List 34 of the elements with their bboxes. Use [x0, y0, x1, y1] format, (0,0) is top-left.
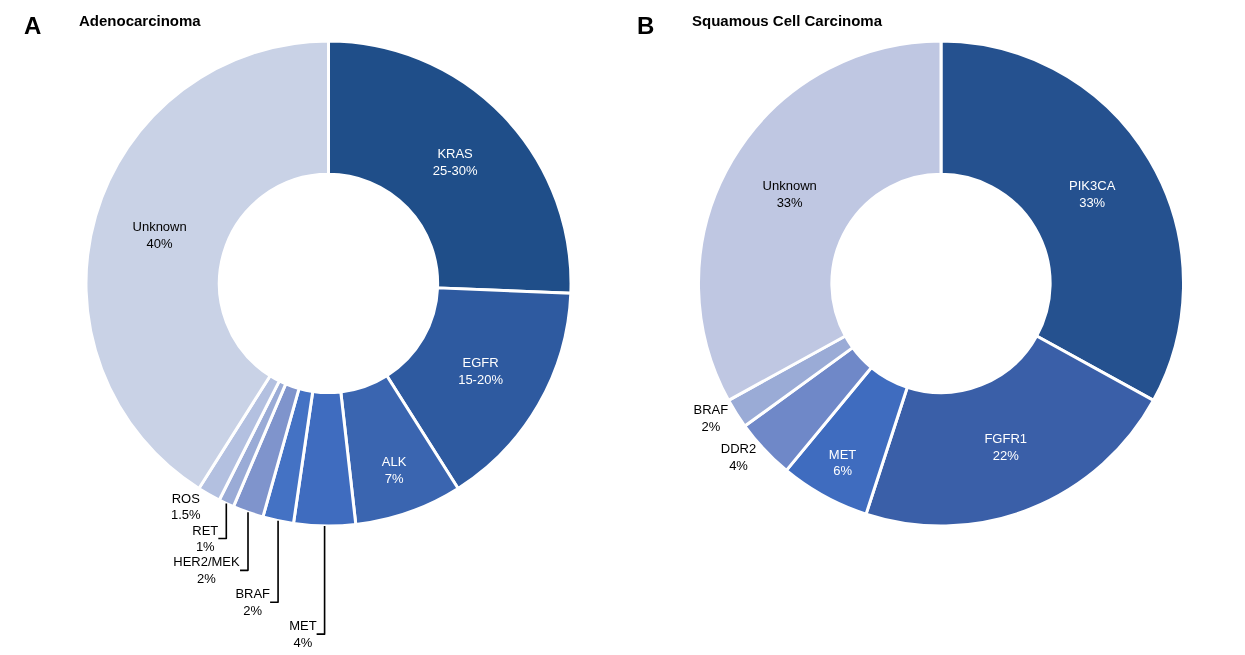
- slice-label: Unknown: [132, 218, 187, 234]
- data-label: 22%: [992, 447, 1020, 463]
- slice-label: BRAF: [235, 586, 271, 602]
- data-label: 7%: [384, 471, 404, 487]
- slice-label: RET: [192, 522, 219, 538]
- data-label: 4%: [729, 457, 749, 473]
- slice-label: Unknown: [762, 178, 817, 194]
- data-label: 40%: [146, 235, 174, 251]
- data-label: 2%: [243, 603, 263, 619]
- text: A: [24, 12, 42, 39]
- slice-label: HER2/MEK: [173, 554, 241, 570]
- text: B: [637, 12, 655, 39]
- data-label: 33%: [776, 194, 804, 210]
- chart-title: Adenocarcinoma: [79, 12, 202, 29]
- data-label: 2%: [701, 418, 721, 434]
- data-label: 6%: [833, 463, 853, 479]
- slice-label: BRAF: [693, 402, 729, 418]
- chart-title: Squamous Cell Carcinoma: [692, 12, 883, 29]
- slice-label: ALK: [381, 454, 407, 470]
- data-label: 15-20%: [458, 372, 504, 388]
- data-label: 1.5%: [170, 507, 201, 523]
- data-label: 1%: [195, 539, 216, 555]
- data-label: 4%: [293, 635, 313, 651]
- slice-label: MET: [828, 446, 857, 462]
- data-label: 33%: [1079, 194, 1106, 210]
- slice-label: MET: [289, 618, 317, 634]
- slice-label: KRAS: [437, 145, 474, 161]
- slice-label: DDR2: [720, 441, 757, 457]
- slice-label: EGFR: [462, 355, 499, 371]
- slice-label: FGFR1: [984, 431, 1028, 447]
- data-label: 2%: [197, 571, 217, 587]
- slice-label: PIK3CA: [1069, 178, 1116, 194]
- data-label: 25-30%: [432, 162, 478, 178]
- slice-label: ROS: [171, 490, 201, 506]
